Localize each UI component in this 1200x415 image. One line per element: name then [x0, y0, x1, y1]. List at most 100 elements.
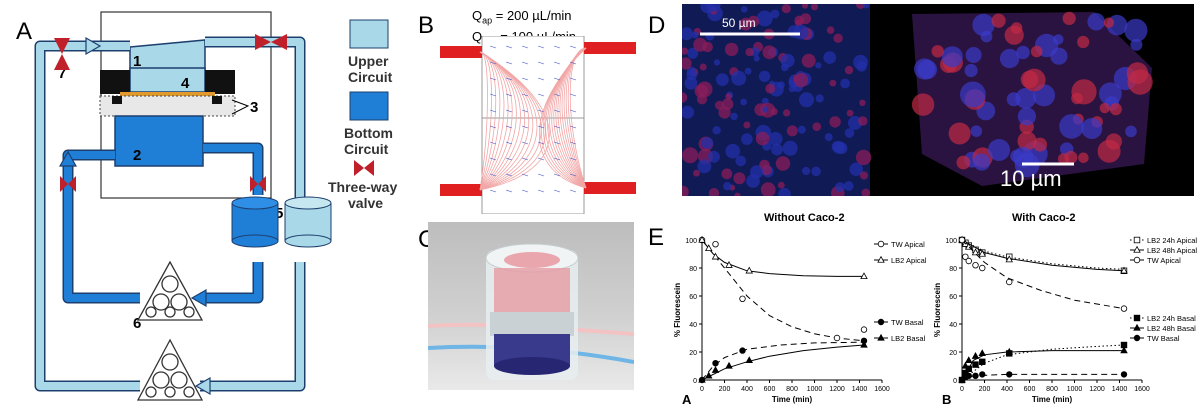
panel-label-e: E [648, 224, 665, 251]
data-point [877, 255, 885, 263]
velocity-arrow [489, 77, 497, 81]
velocity-arrow [569, 61, 577, 65]
pump-upper-circuit [136, 338, 204, 401]
cell-blob [750, 165, 764, 179]
cell-blob [687, 47, 699, 59]
cell-blob [799, 92, 814, 108]
velocity-arrow [489, 61, 497, 65]
series-line [701, 239, 865, 342]
data-point [979, 358, 986, 365]
y-tick-label: 40 [949, 322, 957, 329]
circuit-schematic: 1 4 2 3 5 6 7 [34, 11, 397, 401]
x-tick-label: 1000 [1067, 386, 1083, 393]
y-tick-label: 40 [689, 322, 697, 329]
cell-blob [844, 65, 854, 75]
velocity-arrow [521, 173, 529, 177]
data-point [1133, 314, 1141, 322]
cell-blob [718, 106, 731, 119]
velocity-arrow [489, 173, 497, 177]
cell-blob [782, 140, 798, 156]
cell-blob [682, 47, 689, 55]
velocity-arrow [537, 109, 545, 113]
data-point [964, 356, 973, 364]
velocity-arrow [569, 77, 577, 81]
data-point [1133, 256, 1141, 264]
cell-blob [743, 121, 751, 129]
y-tick-label: 80 [949, 266, 957, 273]
cell-blob [762, 106, 769, 113]
data-point [971, 352, 980, 359]
cell-blob [684, 76, 698, 90]
y-axis-label: % Fluorescein [933, 283, 942, 337]
velocity-arrow [505, 125, 513, 129]
velocity-arrow [521, 45, 529, 49]
velocity-arrow [489, 45, 497, 49]
cell-blob-3d [965, 47, 982, 63]
cell-blob-3d [960, 81, 986, 108]
velocity-arrow [537, 141, 545, 145]
velocity-arrow [537, 173, 545, 177]
data-point [860, 272, 868, 280]
cell-blob-3d [1081, 118, 1103, 139]
flow-simulation [440, 36, 636, 214]
cell-blob [832, 141, 846, 154]
velocity-arrow [537, 189, 545, 193]
cell-blob [745, 47, 754, 57]
data-point [704, 371, 713, 379]
legend-valve-icon [354, 160, 374, 176]
cell-blob [761, 164, 772, 176]
velocity-arrow [569, 157, 577, 161]
cell-blob [858, 116, 868, 126]
data-point [1005, 347, 1014, 355]
velocity-arrow [489, 157, 497, 161]
streamline [479, 51, 550, 191]
cell-blob-3d [1099, 102, 1110, 114]
cell-blob-3d [991, 13, 1006, 28]
data-point [725, 361, 733, 369]
streamline [479, 51, 513, 191]
x-tick-label: 0 [960, 386, 964, 393]
data-point [1005, 255, 1014, 263]
reservoir-upper [284, 196, 332, 248]
velocity-arrow [553, 141, 561, 145]
cell-blob-3d [972, 13, 995, 37]
legend-valve-line2: valve [348, 195, 383, 211]
cell-blob [770, 9, 780, 19]
data-point [978, 349, 987, 357]
legend-entry: LB2 48h Basal [1147, 324, 1196, 333]
data-point [745, 266, 754, 274]
velocity-arrow [553, 45, 561, 49]
cell-blob [849, 162, 863, 176]
cell-blob-3d [1099, 82, 1122, 106]
legend-upper-swatch [349, 19, 389, 49]
cell-blob [815, 94, 824, 103]
chart-sub-label: A [682, 392, 692, 407]
label-5: 5 [275, 205, 283, 222]
x-axis-label: Time (min) [772, 395, 813, 404]
velocity-arrow [569, 125, 577, 129]
scale-bar-right-label: 10 µm [1000, 166, 1062, 191]
cell-blob-3d [1050, 47, 1068, 65]
velocity-arrow [537, 93, 545, 97]
cell-blob-3d [1077, 35, 1090, 49]
cell-blob [823, 51, 836, 64]
velocity-arrow [553, 189, 561, 193]
velocity-arrow [553, 93, 561, 97]
cell-blob-3d [1125, 125, 1137, 138]
cell-blob-3d [1127, 69, 1153, 95]
cell-blob [713, 59, 721, 66]
data-point [1120, 305, 1128, 312]
cell-blob-3d [1097, 139, 1121, 163]
cell-blob [730, 112, 738, 121]
series-line [701, 341, 865, 381]
y-tick-label: 100 [945, 238, 957, 245]
cell-blob-3d [1124, 18, 1148, 42]
velocity-arrow [569, 45, 577, 49]
cell-blob [721, 168, 733, 180]
series-line [961, 239, 1125, 272]
cell-blob-3d [1006, 92, 1021, 107]
y-tick-label: 100 [685, 238, 697, 245]
velocity-arrow [505, 77, 513, 81]
data-point [833, 334, 841, 342]
